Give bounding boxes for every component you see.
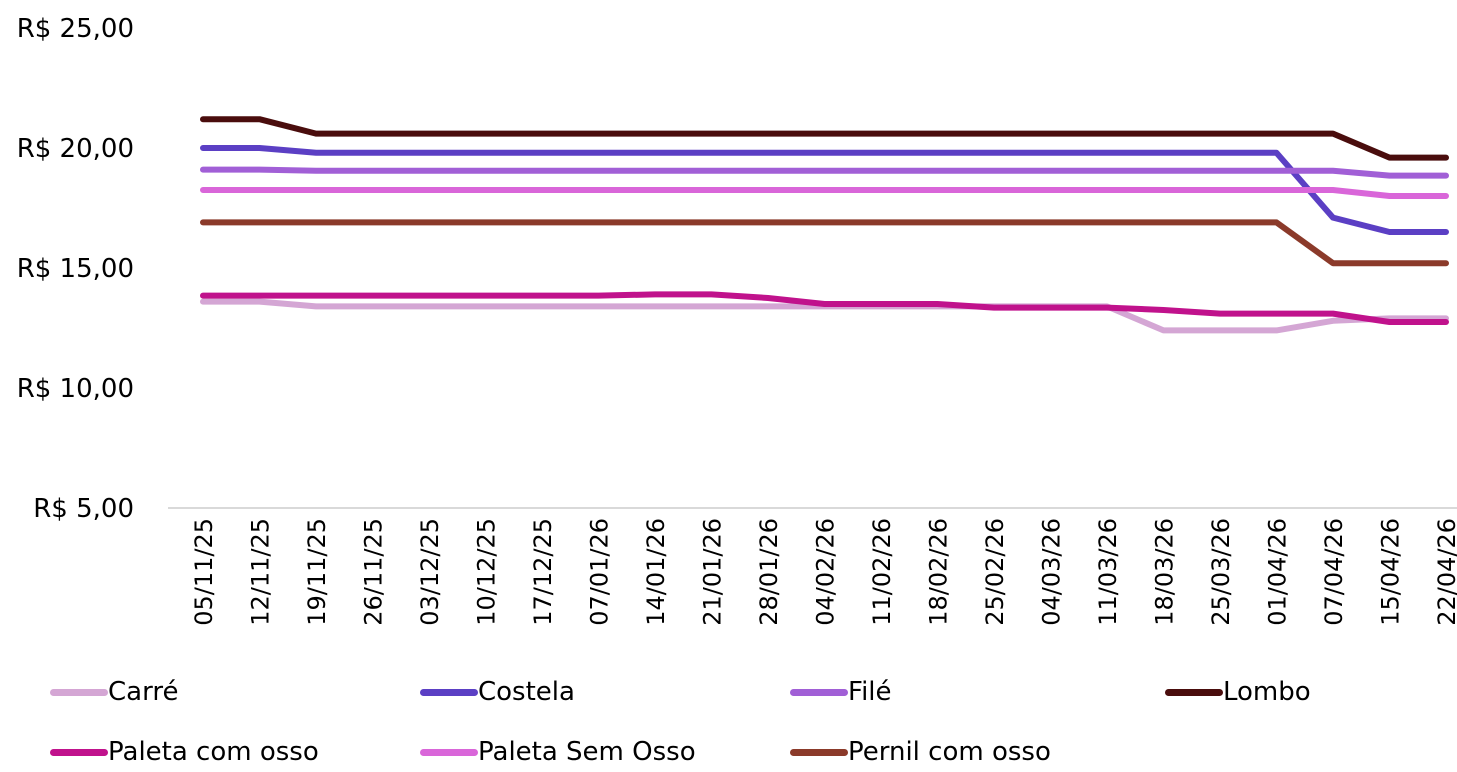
- x-tick-label: 18/02/26: [925, 518, 953, 626]
- legend-label: Pernil com osso: [848, 737, 1051, 767]
- legend-item: Lombo: [1165, 672, 1311, 712]
- series-line-costela: [200, 145, 1449, 235]
- x-tick-label: 21/01/26: [699, 518, 727, 626]
- series-line-lombo: [200, 116, 1449, 161]
- x-tick-label: 26/11/25: [360, 518, 388, 626]
- series-line-paleta-sem-osso: [200, 187, 1449, 199]
- y-tick-label: R$ 25,00: [17, 14, 134, 44]
- x-tick-label: 11/02/26: [868, 518, 896, 626]
- x-tick-label: 04/03/26: [1038, 518, 1066, 626]
- x-tick-label: 05/11/25: [190, 518, 218, 626]
- series-line-fil-: [200, 166, 1449, 179]
- x-tick-label: 11/03/26: [1094, 518, 1122, 626]
- x-tick-label: 28/01/26: [755, 518, 783, 626]
- x-tick-label: 19/11/25: [303, 518, 331, 626]
- y-tick-label: R$ 5,00: [33, 494, 134, 524]
- series-line-paleta-com-osso: [200, 291, 1449, 325]
- x-tick-label: 22/04/26: [1433, 518, 1457, 626]
- legend-label: Costela: [478, 677, 575, 707]
- x-tick-label: 25/02/26: [981, 518, 1009, 626]
- legend-item: Paleta Sem Osso: [420, 732, 696, 772]
- x-tick-label: 07/01/26: [586, 518, 614, 626]
- x-tick-label: 14/01/26: [642, 518, 670, 626]
- y-axis-ticks: R$ 5,00 R$ 10,00 R$ 15,00 R$ 20,00 R$ 25,00: [17, 14, 134, 524]
- legend-swatch: [790, 688, 848, 696]
- legend-label: Lombo: [1223, 677, 1311, 707]
- x-tick-label: 18/03/26: [1151, 518, 1179, 626]
- series-lines: [200, 116, 1449, 334]
- legend-item: Pernil com osso: [790, 732, 1051, 772]
- legend-item: Paleta com osso: [50, 732, 319, 772]
- x-tick-label: 25/03/26: [1207, 518, 1235, 626]
- legend-item: Costela: [420, 672, 575, 712]
- x-tick-label: 10/12/25: [473, 518, 501, 626]
- chart-legend: Carré Costela Filé Lombo Paleta com osso Pale…: [0, 672, 1457, 768]
- legend-swatch: [790, 748, 848, 756]
- x-tick-label: 04/02/26: [812, 518, 840, 626]
- legend-swatch: [420, 748, 478, 756]
- y-tick-label: R$ 10,00: [17, 374, 134, 404]
- legend-swatch: [1165, 688, 1223, 696]
- legend-label: Paleta com osso: [108, 737, 319, 767]
- x-axis-ticks: 05/11/25 12/11/25 19/11/25 26/11/25 03/12/25…: [190, 518, 1457, 626]
- y-tick-label: R$ 15,00: [17, 254, 134, 284]
- x-tick-label: 15/04/26: [1377, 518, 1405, 626]
- legend-label: Carré: [108, 677, 179, 707]
- line-chart: R$ 5,00R$ 10,00R$ 15,00R$ 20,00R$ 25,00 …: [17, 14, 1457, 626]
- x-tick-label: 12/11/25: [247, 518, 275, 626]
- series-line-pernil-com-osso: [200, 219, 1449, 267]
- x-tick-label: 03/12/25: [416, 518, 444, 626]
- legend-swatch: [50, 748, 108, 756]
- legend-label: Filé: [848, 677, 892, 707]
- x-tick-label: 07/04/26: [1320, 518, 1348, 626]
- y-tick-label: R$ 20,00: [17, 134, 134, 164]
- legend-item: Carré: [50, 672, 178, 712]
- legend-swatch: [420, 688, 478, 696]
- x-tick-label: 01/04/26: [1264, 518, 1292, 626]
- legend-label: Paleta Sem Osso: [478, 737, 696, 767]
- legend-item: Filé: [790, 672, 892, 712]
- x-tick-label: 17/12/25: [529, 518, 557, 626]
- legend-swatch: [50, 688, 108, 696]
